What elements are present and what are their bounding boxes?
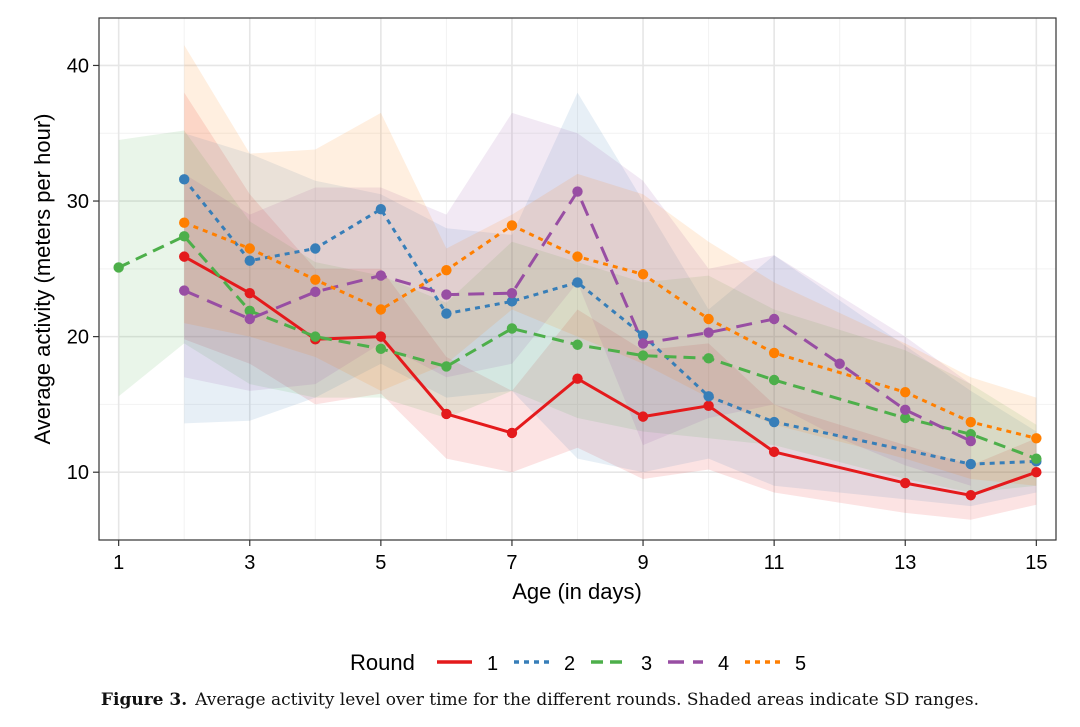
point-round-5 xyxy=(244,243,255,254)
point-round-3 xyxy=(1031,453,1042,464)
line-round-2 xyxy=(183,178,1037,466)
x-tick-label: 15 xyxy=(1025,552,1047,574)
y-tick-label: 30 xyxy=(67,191,89,213)
point-round-2 xyxy=(965,458,976,470)
legend-label-2: 2 xyxy=(564,653,575,675)
point-round-3 xyxy=(179,231,190,242)
point-round-5 xyxy=(703,313,714,325)
series-points xyxy=(113,174,1042,501)
point-round-3 xyxy=(768,374,780,386)
point-round-1 xyxy=(703,400,714,411)
point-round-1 xyxy=(1031,467,1042,478)
point-round-1 xyxy=(572,373,583,384)
point-round-4 xyxy=(965,435,976,447)
line-round-3 xyxy=(118,234,1037,461)
point-round-2 xyxy=(506,296,518,307)
point-round-2 xyxy=(441,308,452,319)
point-round-1 xyxy=(965,490,976,501)
x-tick-label: 11 xyxy=(764,552,785,574)
x-tick-label: 9 xyxy=(637,552,648,574)
point-round-4 xyxy=(506,288,518,299)
sd-band-round-1 xyxy=(184,92,1037,520)
point-round-5 xyxy=(506,220,518,231)
legend: Round 1 2 3 4 5 xyxy=(350,650,806,675)
point-round-2 xyxy=(572,277,583,288)
caption-label: Figure 3. xyxy=(100,690,188,710)
point-round-2 xyxy=(768,416,780,428)
point-round-5 xyxy=(179,217,190,228)
point-round-3 xyxy=(572,339,583,350)
point-round-5 xyxy=(441,264,452,276)
point-round-3 xyxy=(637,350,649,361)
point-round-4 xyxy=(572,186,583,197)
point-round-2 xyxy=(310,243,321,254)
point-round-4 xyxy=(834,358,845,369)
point-round-1 xyxy=(900,477,911,489)
point-round-1 xyxy=(244,288,255,299)
y-axis-label: Average activity (meters per hour) xyxy=(30,114,55,445)
sd-band-round-5 xyxy=(184,45,1037,486)
point-round-3 xyxy=(703,353,714,364)
point-round-1 xyxy=(179,251,190,262)
x-tick-label: 1 xyxy=(113,552,124,574)
point-round-1 xyxy=(768,446,780,458)
point-round-4 xyxy=(375,270,387,281)
y-tick-label: 20 xyxy=(67,327,89,349)
point-round-2 xyxy=(637,330,649,341)
point-round-5 xyxy=(375,304,387,315)
point-round-1 xyxy=(375,331,387,342)
point-round-5 xyxy=(900,387,911,398)
point-round-4 xyxy=(637,338,649,349)
point-round-5 xyxy=(310,274,321,285)
point-round-2 xyxy=(375,203,387,215)
x-tick-label: 5 xyxy=(375,552,386,574)
point-round-2 xyxy=(179,174,190,185)
legend-label-1: 1 xyxy=(487,653,498,675)
point-round-3 xyxy=(441,361,452,372)
point-round-4 xyxy=(900,404,911,416)
plot-border xyxy=(98,17,1057,541)
point-round-1 xyxy=(441,408,452,420)
legend-label-4: 4 xyxy=(718,653,729,675)
x-tick-label: 13 xyxy=(894,552,916,574)
point-round-4 xyxy=(179,285,190,296)
point-round-5 xyxy=(1031,433,1042,444)
sd-band-round-3 xyxy=(118,130,1037,493)
point-round-3 xyxy=(113,262,124,273)
x-tick-label: 7 xyxy=(506,552,517,574)
point-round-3 xyxy=(244,305,255,317)
x-axis-label: Age (in days) xyxy=(512,579,642,604)
point-round-2 xyxy=(244,255,255,266)
point-round-5 xyxy=(572,251,583,262)
point-round-2 xyxy=(703,391,714,402)
point-round-4 xyxy=(244,313,255,325)
point-round-3 xyxy=(375,343,387,355)
point-round-1 xyxy=(506,427,518,439)
figure-caption: Figure 3. Average activity level over tim… xyxy=(0,690,1080,710)
y-tick-label: 10 xyxy=(67,462,89,484)
point-round-5 xyxy=(768,347,780,359)
point-round-3 xyxy=(506,323,518,334)
point-round-3 xyxy=(900,412,911,424)
legend-title: Round xyxy=(350,650,415,675)
point-round-4 xyxy=(768,313,780,325)
point-round-4 xyxy=(310,286,321,298)
y-tick-label: 40 xyxy=(67,55,89,77)
point-round-4 xyxy=(703,327,714,338)
point-round-5 xyxy=(637,269,649,280)
x-tick-label: 3 xyxy=(244,552,255,574)
point-round-5 xyxy=(965,416,976,428)
legend-label-5: 5 xyxy=(795,653,806,675)
point-round-4 xyxy=(441,289,452,300)
caption-text: Average activity level over time for the… xyxy=(195,690,980,710)
point-round-3 xyxy=(310,331,321,342)
point-round-1 xyxy=(637,411,649,422)
legend-label-3: 3 xyxy=(641,653,652,675)
sd-band-round-2 xyxy=(184,92,1037,507)
